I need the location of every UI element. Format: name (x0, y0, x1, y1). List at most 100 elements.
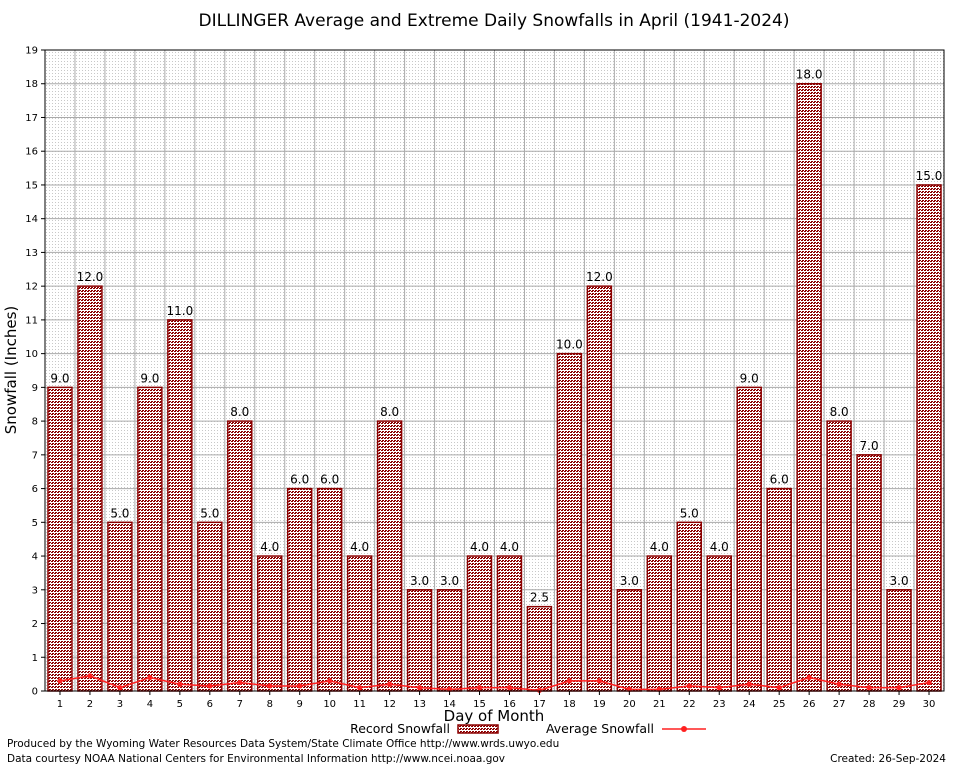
average-point (926, 679, 932, 686)
bar-data-label: 18.0 (796, 68, 823, 82)
y-tick-label: 16 (25, 147, 38, 158)
average-point (746, 681, 752, 687)
record-bar (706, 555, 732, 692)
record-bar (227, 420, 253, 692)
bar-data-label: 9.0 (740, 371, 759, 385)
record-bar (316, 487, 343, 692)
legend-record-label: Record Snowfall (350, 721, 450, 736)
footer-produced-by: Produced by the Wyoming Water Resources … (7, 738, 560, 750)
record-bar (916, 184, 942, 692)
record-bar (286, 487, 313, 692)
bar-data-label: 5.0 (200, 506, 219, 520)
record-bar (436, 589, 463, 692)
x-tick-label: 14 (443, 699, 456, 710)
bar-data-label: 4.0 (500, 540, 519, 554)
y-tick-label: 10 (25, 349, 38, 360)
record-bar (137, 386, 163, 692)
x-tick-label: 27 (833, 699, 846, 710)
bar-data-label: 6.0 (290, 473, 309, 487)
record-bar (526, 605, 553, 692)
legend: Record Snowfall Average Snowfall (350, 721, 706, 736)
bar-data-label: 4.0 (260, 540, 279, 554)
y-tick-label: 0 (32, 687, 38, 698)
y-tick-label: 5 (32, 518, 38, 529)
record-bar (736, 386, 762, 692)
x-tick-label: 18 (563, 699, 576, 710)
average-point (357, 685, 363, 691)
record-bar (586, 285, 613, 692)
plot-frame (44, 49, 945, 692)
average-point (866, 685, 872, 691)
y-tick-label: 12 (25, 282, 38, 293)
y-tick-label: 9 (32, 383, 38, 394)
average-point (267, 683, 273, 689)
average-point (716, 685, 722, 691)
bar-data-label: 8.0 (830, 405, 849, 419)
x-tick-label: 25 (773, 699, 786, 710)
x-tick-label: 29 (893, 699, 906, 710)
x-tick-label: 11 (353, 699, 366, 710)
bar-data-label: 9.0 (50, 371, 69, 385)
average-point (896, 685, 902, 691)
x-axis-label: Day of Month (444, 707, 545, 725)
average-point (686, 683, 692, 689)
legend-average-label: Average Snowfall (546, 721, 654, 736)
y-axis-label: Snowfall (Inches) (2, 306, 20, 434)
record-bar (676, 521, 703, 692)
average-point (776, 685, 782, 691)
bar-data-label: 3.0 (440, 574, 459, 588)
footer-data-courtesy: Data courtesy NOAA National Centers for … (7, 753, 506, 765)
x-tick-label: 20 (623, 699, 636, 710)
average-point (87, 673, 93, 679)
average-point (147, 674, 153, 681)
bar-data-label: 4.0 (650, 540, 669, 554)
y-tick-label: 3 (32, 585, 38, 596)
bar-data-label: 12.0 (586, 270, 613, 284)
x-tick-label: 1 (57, 699, 63, 710)
record-bar (346, 555, 373, 692)
y-tick-label: 7 (32, 450, 38, 461)
record-bar (616, 589, 643, 692)
average-point (596, 678, 602, 684)
x-tick-label: 22 (683, 699, 696, 710)
record-bar (556, 352, 583, 692)
bar-data-label: 11.0 (166, 304, 193, 318)
x-tick-label: 17 (533, 699, 546, 710)
x-tick-label: 6 (207, 699, 213, 710)
average-point (327, 678, 333, 684)
record-bar (47, 386, 73, 692)
x-tick-label: 4 (147, 699, 153, 710)
record-bar (376, 420, 403, 692)
record-bar (496, 555, 523, 692)
y-tick-label: 14 (25, 214, 38, 225)
record-bar (796, 82, 822, 692)
y-tick-label: 19 (25, 46, 38, 57)
y-tick-label: 15 (25, 180, 38, 191)
average-point (836, 681, 842, 687)
x-tick-label: 10 (323, 699, 336, 710)
average-point (57, 678, 63, 684)
average-point (207, 683, 213, 689)
x-tick-label: 12 (383, 699, 396, 710)
average-point (117, 685, 123, 691)
record-bar (167, 319, 193, 692)
x-tick-label: 3 (117, 699, 123, 710)
chart-title: DILLINGER Average and Extreme Daily Snow… (199, 11, 790, 31)
record-bar (466, 555, 493, 692)
x-tick-label: 5 (177, 699, 183, 710)
legend-record-swatch (457, 724, 499, 734)
footer-created-date: Created: 26-Sep-2024 (830, 753, 946, 765)
record-bar (77, 285, 103, 692)
x-tick-label: 16 (503, 699, 516, 710)
bar-data-label: 4.0 (350, 540, 369, 554)
x-tick-label: 30 (923, 699, 936, 710)
record-bar (886, 589, 912, 692)
bar-data-label: 3.0 (410, 574, 429, 588)
average-point (506, 685, 513, 691)
bar-data-label: 6.0 (320, 473, 339, 487)
average-line-series (57, 673, 932, 693)
record-bar (107, 521, 133, 692)
x-tick-label: 13 (413, 699, 426, 710)
average-point (806, 674, 812, 681)
